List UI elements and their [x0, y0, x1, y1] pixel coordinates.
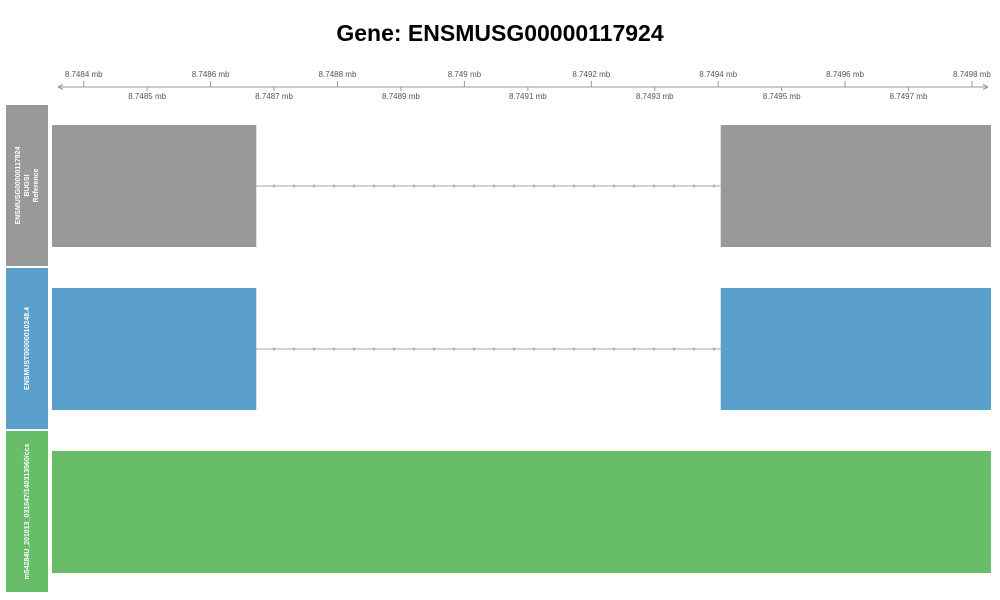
- axis-tick-label-lower: 8.7493 mb: [636, 92, 674, 101]
- axis-tick-label-upper: 8.7494 mb: [699, 70, 737, 79]
- strand-arrow: [333, 347, 337, 351]
- axis-tick-label-lower: 8.7497 mb: [890, 92, 928, 101]
- strand-arrow: [673, 184, 677, 188]
- strand-arrow: [273, 347, 277, 351]
- strand-arrow: [373, 184, 377, 188]
- axis-tick-label-upper: 8.7488 mb: [319, 70, 357, 79]
- axis-tick-label-lower: 8.7491 mb: [509, 92, 547, 101]
- strand-arrow: [273, 184, 277, 188]
- axis-tick-label-upper: 8.7498 mb: [953, 70, 991, 79]
- strand-arrow: [713, 184, 717, 188]
- exon-block: [52, 125, 257, 247]
- strand-arrow: [593, 184, 597, 188]
- strand-arrow: [533, 184, 537, 188]
- strand-arrow: [493, 184, 497, 188]
- strand-arrow: [393, 347, 397, 351]
- strand-arrow: [553, 347, 557, 351]
- strand-arrow: [613, 184, 617, 188]
- strand-arrow: [473, 347, 477, 351]
- axis-tick-label-lower: 8.7485 mb: [128, 92, 166, 101]
- strand-arrow: [473, 184, 477, 188]
- track-label: Reference: [33, 168, 40, 202]
- strand-arrow: [633, 184, 637, 188]
- strand-arrow: [673, 347, 677, 351]
- transcript-track: m54284U_201013_031047/140313560/ccs: [6, 431, 991, 592]
- axis-tick-label-lower: 8.7489 mb: [382, 92, 420, 101]
- axis-tick-label-lower: 8.7495 mb: [763, 92, 801, 101]
- strand-arrow: [513, 184, 517, 188]
- page-title: Gene: ENSMUSG00000117924: [336, 20, 664, 46]
- strand-arrow: [693, 184, 697, 188]
- exon-block: [720, 288, 991, 410]
- axis-tick-label-upper: 8.7496 mb: [826, 70, 864, 79]
- axis-arrow-left: [57, 84, 64, 90]
- strand-arrow: [313, 184, 317, 188]
- strand-arrow: [413, 347, 417, 351]
- strand-arrow: [653, 184, 657, 188]
- strand-arrow: [433, 184, 437, 188]
- strand-arrow: [533, 347, 537, 351]
- strand-arrow: [613, 347, 617, 351]
- strand-arrow: [573, 184, 577, 188]
- strand-arrow: [293, 184, 297, 188]
- strand-arrow: [293, 347, 297, 351]
- axis-arrow-right: [982, 84, 989, 90]
- strand-arrow: [433, 347, 437, 351]
- strand-arrow: [333, 184, 337, 188]
- strand-arrow: [633, 347, 637, 351]
- strand-arrow: [313, 347, 317, 351]
- exon-block: [52, 288, 257, 410]
- track-label: BUGSI: [24, 174, 31, 196]
- axis-tick-label-upper: 8.7484 mb: [65, 70, 103, 79]
- track-label-box: [6, 268, 48, 429]
- strand-arrow: [493, 347, 497, 351]
- axis-tick-label-lower: 8.7487 mb: [255, 92, 293, 101]
- track-label-box: [6, 431, 48, 592]
- transcript-track: ENSMUST00000010248.4: [6, 268, 991, 429]
- strand-arrow: [513, 347, 517, 351]
- genomic-axis: 8.7484 mb 8.7486 mb 8.7488 mb 8.749 mb 8.749…: [57, 70, 991, 101]
- transcript-track: ENSMUSG00000117924 BUGSI Reference: [6, 105, 991, 266]
- axis-tick-label-upper: 8.7486 mb: [192, 70, 230, 79]
- track-label: ENSMUSG00000117924: [15, 146, 22, 224]
- strand-arrow: [413, 184, 417, 188]
- strand-arrow: [453, 347, 457, 351]
- track-label: ENSMUST00000010248.4: [24, 307, 31, 390]
- strand-arrow: [353, 347, 357, 351]
- strand-arrow: [553, 184, 557, 188]
- strand-arrow: [393, 184, 397, 188]
- strand-arrow: [693, 347, 697, 351]
- exon-block: [52, 451, 991, 573]
- exon-block: [720, 125, 991, 247]
- track-label: m54284U_201013_031047/140313560/ccs: [24, 443, 31, 579]
- strand-arrow: [593, 347, 597, 351]
- strand-arrow: [373, 347, 377, 351]
- strand-arrow: [713, 347, 717, 351]
- strand-arrow: [653, 347, 657, 351]
- axis-tick-label-upper: 8.749 mb: [448, 70, 482, 79]
- axis-tick-label-upper: 8.7492 mb: [572, 70, 610, 79]
- strand-arrow: [573, 347, 577, 351]
- strand-arrow: [453, 184, 457, 188]
- track-label-box: [6, 105, 48, 266]
- strand-arrow: [353, 184, 357, 188]
- transcript-tracks: ENSMUSG00000117924 BUGSI Reference ENSMUST0…: [6, 105, 991, 592]
